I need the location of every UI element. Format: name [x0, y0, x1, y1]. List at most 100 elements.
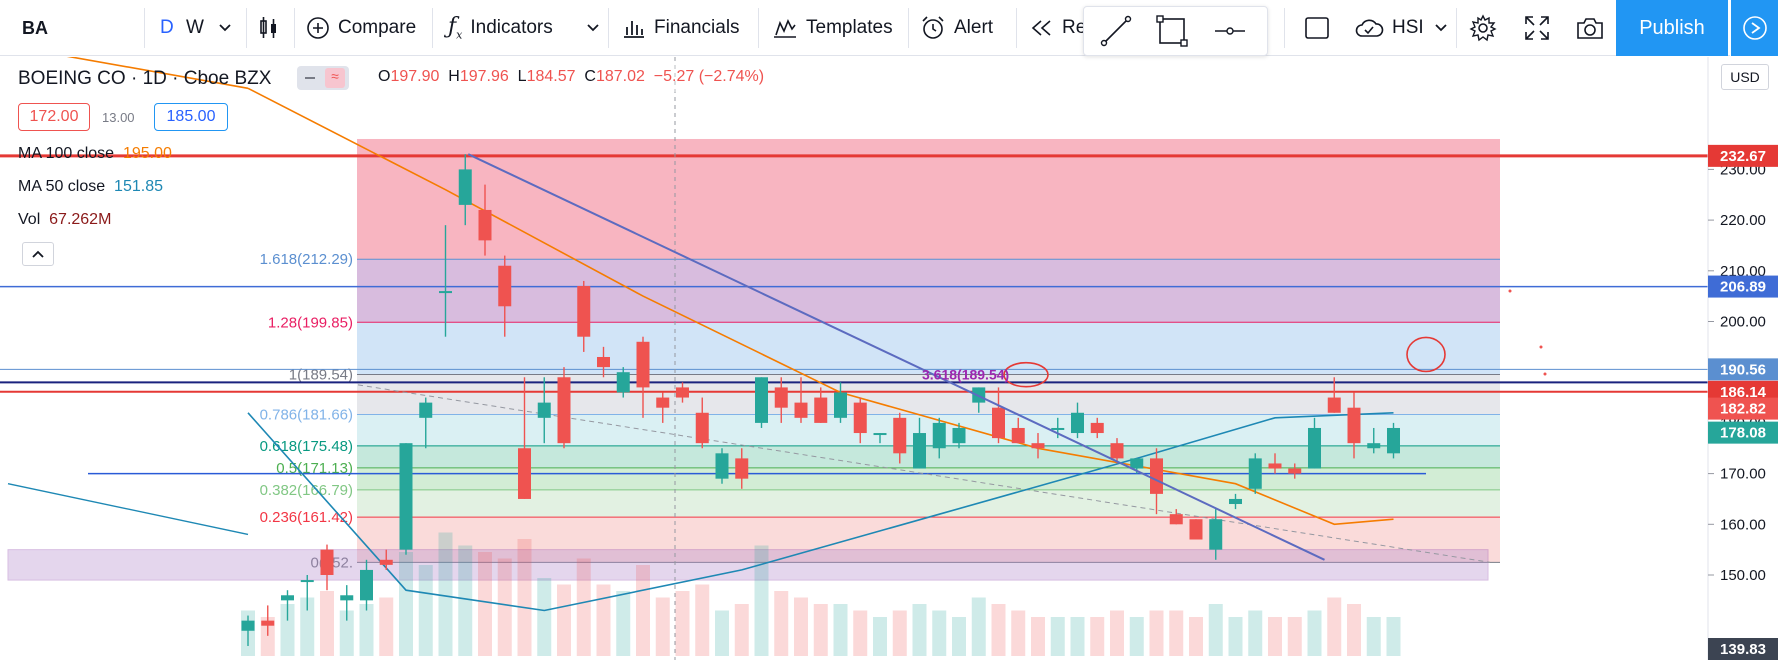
financials-button[interactable]: Financials	[622, 0, 740, 56]
fib-zone-7	[357, 489, 1500, 518]
volume-bar	[1090, 617, 1105, 656]
candle-body	[755, 377, 768, 423]
plus-circle-icon	[307, 17, 329, 39]
volume-bar	[734, 604, 749, 656]
indicators-label: Indicators	[470, 17, 553, 38]
price-tag	[1708, 421, 1778, 444]
candle-body	[636, 341, 650, 388]
indicators-dropdown[interactable]	[586, 0, 600, 56]
volume-legend[interactable]: Vol 67.262M	[18, 211, 111, 229]
snapshot-button[interactable]	[1576, 0, 1604, 56]
volume-bar	[1169, 610, 1184, 656]
ma100-legend[interactable]: MA 100 close 195.00	[18, 145, 172, 163]
candle-body	[518, 448, 531, 499]
ma50-line	[247, 412, 1394, 612]
chart-style-button[interactable]	[258, 0, 280, 56]
volume-bar	[339, 610, 354, 656]
close-label: C	[584, 68, 596, 85]
currency-button[interactable]: USD	[1721, 64, 1769, 90]
indicators-button[interactable]: ƒx Indicators	[448, 0, 553, 56]
chart-canvas[interactable]: 1.618(212.29) 1.28(199.85) 1(189.54) 0.786(…	[0, 57, 1778, 660]
chart-area[interactable]: 1.618(212.29) 1.28(199.85) 1(189.54) 0.786(…	[0, 57, 1778, 660]
ma50-value: 151.85	[114, 178, 163, 195]
settings-button[interactable]	[1469, 0, 1497, 56]
volume-bar	[873, 617, 887, 656]
timeframe-dropdown[interactable]	[218, 0, 232, 56]
candle-body	[399, 443, 413, 550]
ma50-legend[interactable]: MA 50 close 151.85	[18, 178, 163, 196]
volume-bar	[458, 545, 473, 656]
fib-zone-5	[357, 445, 1500, 468]
candle-body	[379, 559, 393, 565]
financials-label: Financials	[654, 17, 740, 38]
collapse-legend-button[interactable]	[22, 242, 54, 266]
highlight-circle	[1003, 361, 1049, 388]
templates-button[interactable]: Templates	[772, 0, 893, 56]
exchange-dropdown[interactable]	[1434, 0, 1448, 56]
timeframe-day[interactable]: D	[160, 17, 174, 38]
candle-body	[1387, 427, 1400, 454]
candle-body	[1308, 427, 1321, 469]
candle-body	[340, 595, 354, 601]
low-label: L	[517, 68, 527, 85]
candle-body	[241, 620, 255, 631]
toolbar-divider	[1456, 8, 1457, 48]
candle-body	[1189, 519, 1203, 540]
fullscreen-button[interactable]	[1524, 0, 1550, 56]
volume-bar	[300, 597, 315, 656]
candle-body	[597, 356, 610, 368]
volume-bar	[1070, 617, 1085, 656]
candle-body	[676, 387, 689, 398]
symbol-search[interactable]: BA	[22, 17, 48, 38]
layout-button[interactable]	[1304, 0, 1330, 56]
compare-label: Compare	[338, 17, 417, 38]
timeframe-week[interactable]: W	[186, 17, 204, 38]
candle-body	[695, 412, 709, 444]
volume-bar	[1307, 610, 1322, 656]
volume-bar	[1268, 617, 1282, 656]
compare-button[interactable]: Compare	[306, 0, 416, 56]
publish-button[interactable]: Publish	[1616, 0, 1728, 56]
sell-price-box[interactable]: 172.00	[18, 103, 90, 131]
candle-body	[419, 402, 433, 418]
horizontal-ray-tool[interactable]	[1202, 7, 1258, 55]
volume-bar	[794, 597, 808, 656]
price-tag	[1708, 638, 1778, 660]
volume-bar	[537, 578, 552, 656]
volume-bar	[695, 584, 710, 656]
fib-label-1.28: 1.28(199.85)	[268, 314, 353, 331]
candle-body	[794, 402, 808, 418]
candle-body	[458, 169, 472, 205]
volume-bar	[1366, 617, 1381, 656]
volume-bar	[1189, 617, 1203, 656]
candle-body	[1327, 397, 1341, 413]
templates-icon	[774, 19, 796, 38]
fib-zone-2	[357, 322, 1500, 375]
volume-bar	[932, 610, 947, 656]
alert-button[interactable]: Alert	[920, 0, 993, 56]
candle-body	[932, 422, 946, 449]
fib-label-0.618: 0.618(175.48)	[260, 438, 353, 455]
price-tag-label: 190.56	[1720, 361, 1766, 378]
candle-body	[320, 549, 334, 575]
minus-icon	[305, 77, 315, 79]
fib-label-0.5: 0.5(171.13)	[276, 460, 353, 477]
volume-bar	[418, 565, 433, 656]
cloud-icon	[1355, 19, 1384, 37]
replay-button[interactable]: Re	[1030, 0, 1086, 56]
play-button[interactable]	[1730, 0, 1778, 56]
trendline-tool[interactable]	[1088, 7, 1144, 55]
fib-zone-8	[357, 517, 1500, 563]
exchange-select[interactable]: HSI	[1354, 0, 1424, 56]
candle-body	[913, 433, 926, 469]
volume-bar	[813, 604, 828, 656]
legend-toggle[interactable]: ≈	[297, 66, 349, 90]
price-tag-label: 139.83	[1720, 641, 1766, 658]
volume-bar	[636, 565, 650, 656]
trendline-icon	[1100, 15, 1132, 47]
fib-zone-4	[357, 414, 1500, 446]
rectangle-tool[interactable]	[1144, 7, 1200, 55]
toolbar-divider	[432, 8, 433, 48]
marker-dot	[1543, 372, 1547, 376]
buy-price-box[interactable]: 185.00	[154, 103, 228, 131]
